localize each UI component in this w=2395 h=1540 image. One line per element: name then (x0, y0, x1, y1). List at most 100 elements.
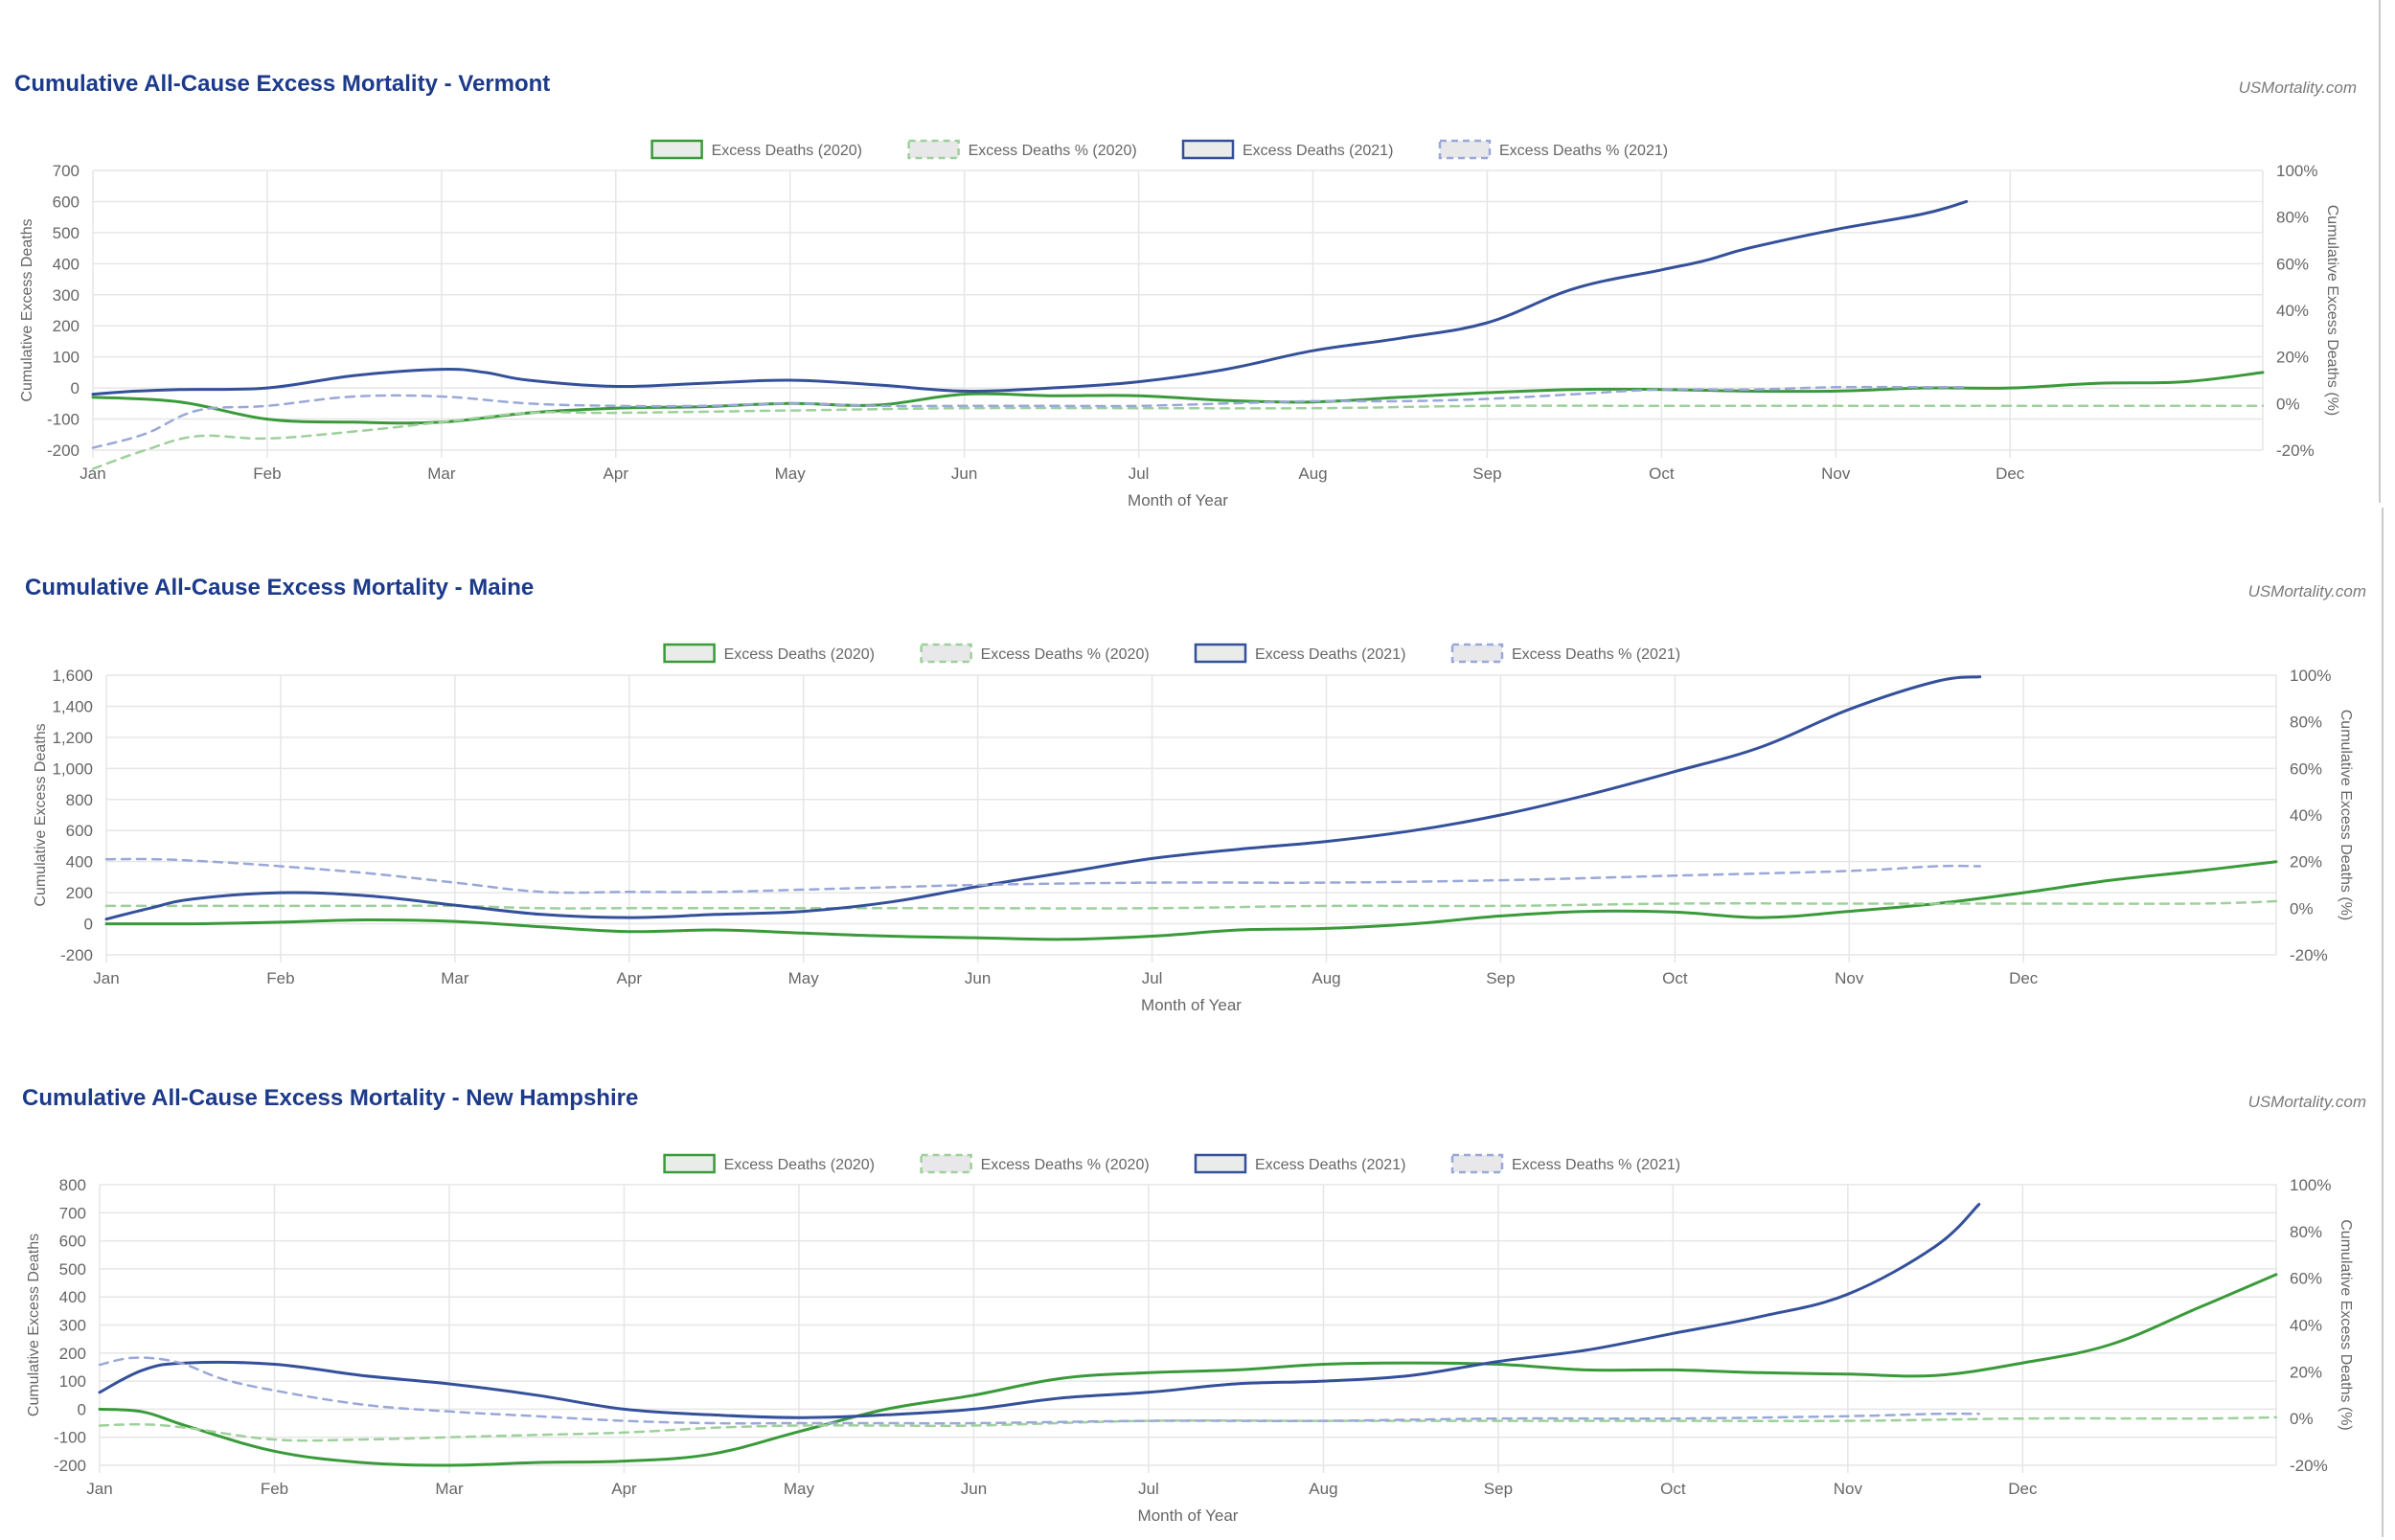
legend-label[interactable]: Excess Deaths % (2020) (981, 1157, 1150, 1173)
y2-tick-label: 40% (2290, 1317, 2322, 1335)
x-tick-label: Feb (261, 1480, 288, 1498)
chart-panel-vermont: Cumulative All-Cause Excess Mortality - … (0, 0, 2395, 510)
x-tick-label: Jun (961, 1480, 987, 1498)
x-tick-label: Jul (1138, 1480, 1159, 1498)
legend-label[interactable]: Excess Deaths (2020) (724, 1157, 875, 1173)
legend-label[interactable]: Excess Deaths % (2021) (1512, 646, 1680, 663)
legend-label[interactable]: Excess Deaths % (2021) (1499, 143, 1668, 159)
x-tick-label: Jun (965, 969, 991, 987)
legend-label[interactable]: Excess Deaths (2021) (1255, 1157, 1405, 1173)
y-tick-label: -200 (47, 442, 80, 460)
x-tick-label: Nov (1834, 1480, 1863, 1498)
x-tick-label: Mar (435, 1480, 464, 1498)
x-tick-label: Mar (427, 464, 456, 483)
y2-tick-label: 60% (2276, 255, 2309, 273)
series-line-excess-deaths-2021 (104, 857, 1981, 895)
legend-swatch[interactable] (650, 139, 703, 160)
y2-tick-label: 0% (2276, 395, 2300, 413)
x-tick-label: Aug (1309, 1480, 1337, 1498)
legend-label[interactable]: Excess Deaths % (2020) (969, 143, 1137, 159)
y-tick-label: -200 (54, 1457, 86, 1475)
y-tick-label: 100 (53, 349, 80, 367)
y2-tick-label: 20% (2276, 349, 2309, 367)
legend-swatch[interactable] (663, 643, 716, 664)
y-tick-label: 0 (84, 916, 93, 934)
y2-tick-label: 60% (2290, 759, 2322, 778)
x-tick-label: Apr (617, 969, 643, 987)
legend-swatch[interactable] (1194, 643, 1247, 664)
chart-maine: -200 0 200 400 600 800 1,000 1,200 1,400 1,600 Jan… (33, 643, 2354, 1014)
x-tick-label: Oct (1660, 1480, 1686, 1498)
y-tick-label: 1,400 (52, 697, 93, 715)
y2-tick-label: 0% (2290, 899, 2314, 917)
x-tick-label: Jan (80, 464, 105, 483)
chart-vermont: -200 -100 0 100 200 300 400 500 600 700 Jan Feb Mar A… (19, 139, 2340, 510)
y2-tick-label: 100% (2276, 162, 2317, 180)
y-tick-label: 600 (59, 1233, 86, 1251)
x-tick-label: Aug (1298, 464, 1327, 483)
legend-swatch[interactable] (1438, 139, 1492, 160)
y-tick-label: -200 (60, 946, 93, 964)
y-tick-label: 300 (53, 286, 80, 305)
y-tick-label: 700 (53, 162, 80, 180)
y2-tick-label: 40% (2276, 302, 2309, 320)
y2-axis-label: Cumulative Excess Deaths (%) (2338, 1219, 2354, 1431)
legend-swatch[interactable] (1450, 643, 1504, 664)
x-tick-label: Aug (1312, 969, 1340, 987)
series-line-excess-deaths-2021 (91, 199, 1969, 396)
x-tick-label: Oct (1649, 464, 1675, 483)
x-tick-label: Dec (1996, 464, 2025, 483)
legend-label[interactable]: Excess Deaths % (2021) (1512, 1157, 1680, 1173)
y-tick-label: 1,200 (52, 729, 93, 747)
y2-tick-label: 20% (2290, 1363, 2322, 1381)
legend-label[interactable]: Excess Deaths % (2020) (981, 646, 1150, 663)
page-edge-divider (2382, 508, 2384, 1537)
legend-swatch[interactable] (920, 643, 972, 664)
legend-swatch[interactable] (1181, 139, 1235, 160)
y2-tick-label: 80% (2276, 209, 2309, 227)
chart-title: Cumulative All-Cause Excess Mortality - … (25, 575, 535, 600)
y2-tick-label: 100% (2290, 667, 2331, 685)
x-tick-label: May (784, 1480, 815, 1498)
x-tick-label: Oct (1662, 969, 1688, 987)
x-tick-label: Jan (93, 969, 119, 987)
x-tick-label: May (775, 464, 807, 483)
x-tick-label: Dec (2009, 969, 2039, 987)
legend-swatch[interactable] (907, 139, 960, 160)
y2-tick-label: -20% (2276, 442, 2315, 460)
y2-tick-label: 60% (2290, 1270, 2322, 1288)
y-axis-label: Cumulative Excess Deaths (19, 218, 35, 401)
x-tick-label: Jun (951, 464, 977, 483)
y2-tick-label: -20% (2290, 946, 2328, 964)
x-tick-label: Apr (611, 1480, 637, 1498)
series-line-excess-deaths-2020 (98, 1415, 2278, 1442)
y-tick-label: 300 (59, 1317, 86, 1335)
series-line-excess-deaths-2021 (98, 1356, 1981, 1425)
legend-label[interactable]: Excess Deaths (2020) (724, 646, 875, 663)
legend-swatch[interactable] (1194, 1153, 1247, 1174)
y-tick-label: 200 (59, 1345, 86, 1363)
series-line-excess-deaths-2020 (98, 1273, 2278, 1467)
x-tick-label: Apr (604, 464, 629, 483)
legend-label[interactable]: Excess Deaths (2021) (1255, 646, 1405, 663)
page-edge-divider (2379, 0, 2381, 503)
x-tick-label: Feb (253, 464, 281, 483)
y-tick-label: 1,600 (52, 667, 93, 685)
y-tick-label: 500 (53, 224, 80, 242)
y-tick-label: 600 (66, 822, 93, 840)
legend-swatch[interactable] (920, 1153, 972, 1174)
legend-label[interactable]: Excess Deaths (2020) (712, 143, 862, 159)
x-tick-label: May (788, 969, 820, 987)
legend-swatch[interactable] (1450, 1153, 1504, 1174)
y-tick-label: 400 (59, 1288, 86, 1306)
x-tick-label: Feb (266, 969, 294, 987)
legend-swatch[interactable] (663, 1153, 716, 1174)
legend-label[interactable]: Excess Deaths (2021) (1243, 143, 1393, 159)
series-line-excess-deaths-2021 (91, 385, 1968, 449)
y2-tick-label: 20% (2290, 853, 2322, 872)
y-tick-label: 400 (66, 853, 93, 872)
y2-tick-label: 0% (2290, 1410, 2314, 1428)
y-tick-label: 0 (71, 379, 80, 397)
y-tick-label: 700 (59, 1204, 86, 1222)
